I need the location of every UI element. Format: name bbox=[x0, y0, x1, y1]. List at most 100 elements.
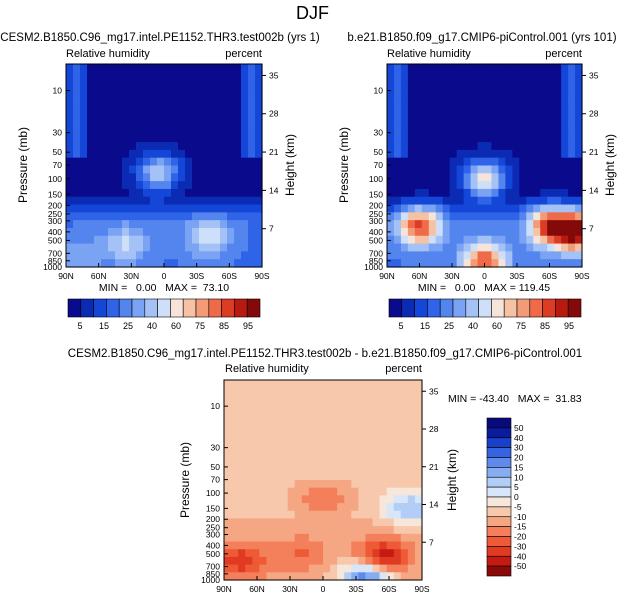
field-cell bbox=[129, 196, 137, 206]
field-cell bbox=[414, 387, 423, 396]
field-cell bbox=[206, 212, 214, 221]
field-cell bbox=[259, 464, 268, 473]
field-cell bbox=[330, 395, 338, 404]
field-cell bbox=[220, 259, 228, 268]
field-cell bbox=[143, 126, 151, 135]
field-cell bbox=[234, 103, 242, 112]
field-cell bbox=[80, 118, 88, 128]
field-cell bbox=[101, 126, 109, 135]
field-cell bbox=[178, 243, 186, 252]
field-cell bbox=[241, 118, 249, 128]
field-cell bbox=[351, 510, 359, 520]
field-cell bbox=[519, 259, 527, 268]
field-cell bbox=[519, 142, 527, 151]
field-cell bbox=[136, 87, 144, 96]
field-cell bbox=[365, 503, 374, 512]
field-cell bbox=[213, 110, 221, 120]
field-cell bbox=[308, 480, 317, 489]
field-cell bbox=[220, 64, 228, 73]
field-cell bbox=[224, 456, 232, 466]
colorbar-swatch bbox=[80, 298, 94, 318]
field-cell bbox=[449, 259, 458, 268]
field-cell bbox=[185, 149, 193, 159]
field-cell bbox=[259, 495, 268, 504]
field-cell bbox=[122, 110, 130, 120]
field-cell bbox=[248, 110, 256, 120]
field-cell bbox=[372, 403, 381, 412]
field-cell bbox=[323, 533, 331, 543]
field-cell bbox=[330, 518, 338, 527]
field-cell bbox=[255, 142, 263, 151]
field-cell bbox=[150, 188, 158, 198]
field-cell bbox=[227, 95, 235, 104]
field-cell bbox=[294, 403, 303, 412]
field-cell bbox=[330, 387, 338, 396]
field-cell bbox=[372, 541, 381, 550]
field-cell bbox=[234, 95, 242, 104]
field-cell bbox=[526, 95, 534, 104]
field-cell bbox=[407, 572, 416, 581]
field-cell bbox=[330, 572, 338, 581]
field-cell bbox=[470, 134, 479, 143]
field-cell bbox=[484, 110, 493, 120]
field-cell bbox=[234, 220, 242, 229]
field-cell bbox=[220, 103, 228, 112]
field-cell bbox=[252, 464, 260, 473]
latitude-tick-label: 60S bbox=[222, 271, 237, 281]
field-cell bbox=[164, 259, 172, 268]
field-cell bbox=[344, 564, 352, 573]
field-cell bbox=[484, 196, 493, 206]
colorbar-swatch bbox=[67, 298, 82, 318]
field-cell bbox=[227, 188, 235, 198]
field-cell bbox=[234, 173, 242, 182]
field-cell bbox=[379, 410, 388, 420]
field-cell bbox=[512, 165, 520, 174]
field-cell bbox=[224, 526, 232, 535]
pressure-tick-label: 700 bbox=[48, 248, 62, 258]
field-cell bbox=[323, 564, 331, 573]
field-cell bbox=[266, 472, 275, 481]
field-cell bbox=[491, 118, 500, 128]
field-cell bbox=[407, 118, 416, 128]
field-cell bbox=[143, 64, 151, 73]
field-cell bbox=[414, 556, 423, 566]
field-cell bbox=[421, 126, 430, 135]
field-cell bbox=[87, 118, 95, 128]
field-cell bbox=[407, 541, 416, 550]
field-cell bbox=[287, 564, 296, 573]
field-cell bbox=[393, 426, 402, 435]
field-cell bbox=[192, 243, 200, 252]
field-cell bbox=[185, 204, 193, 213]
field-cell bbox=[241, 157, 249, 167]
field-cell bbox=[400, 87, 409, 96]
field-cell bbox=[533, 243, 541, 252]
field-cell bbox=[568, 110, 576, 120]
field-cell bbox=[143, 95, 151, 104]
field-cell bbox=[241, 95, 249, 104]
field-cell bbox=[400, 410, 409, 420]
field-cell bbox=[255, 64, 263, 73]
field-cell bbox=[407, 449, 416, 458]
field-cell bbox=[252, 380, 260, 389]
field-cell bbox=[150, 103, 158, 112]
field-cell bbox=[273, 456, 282, 466]
field-cell bbox=[387, 243, 395, 252]
latitude-tick-label: 30S bbox=[348, 584, 363, 594]
field-cell bbox=[259, 441, 268, 450]
field-cell bbox=[66, 188, 74, 198]
field-cell bbox=[157, 243, 165, 252]
field-cell bbox=[94, 134, 102, 143]
field-cell bbox=[238, 503, 246, 512]
field-cell bbox=[199, 196, 207, 206]
field-cell bbox=[231, 472, 239, 481]
field-cell bbox=[199, 204, 207, 213]
field-cell bbox=[66, 259, 74, 268]
field-cell bbox=[526, 212, 534, 221]
field-cell bbox=[245, 387, 253, 396]
field-cell bbox=[199, 64, 207, 73]
field-cell bbox=[143, 235, 151, 245]
field-cell bbox=[365, 395, 374, 404]
field-cell bbox=[129, 118, 137, 128]
colorbar-swatch bbox=[118, 298, 133, 318]
field-cell bbox=[491, 126, 500, 135]
